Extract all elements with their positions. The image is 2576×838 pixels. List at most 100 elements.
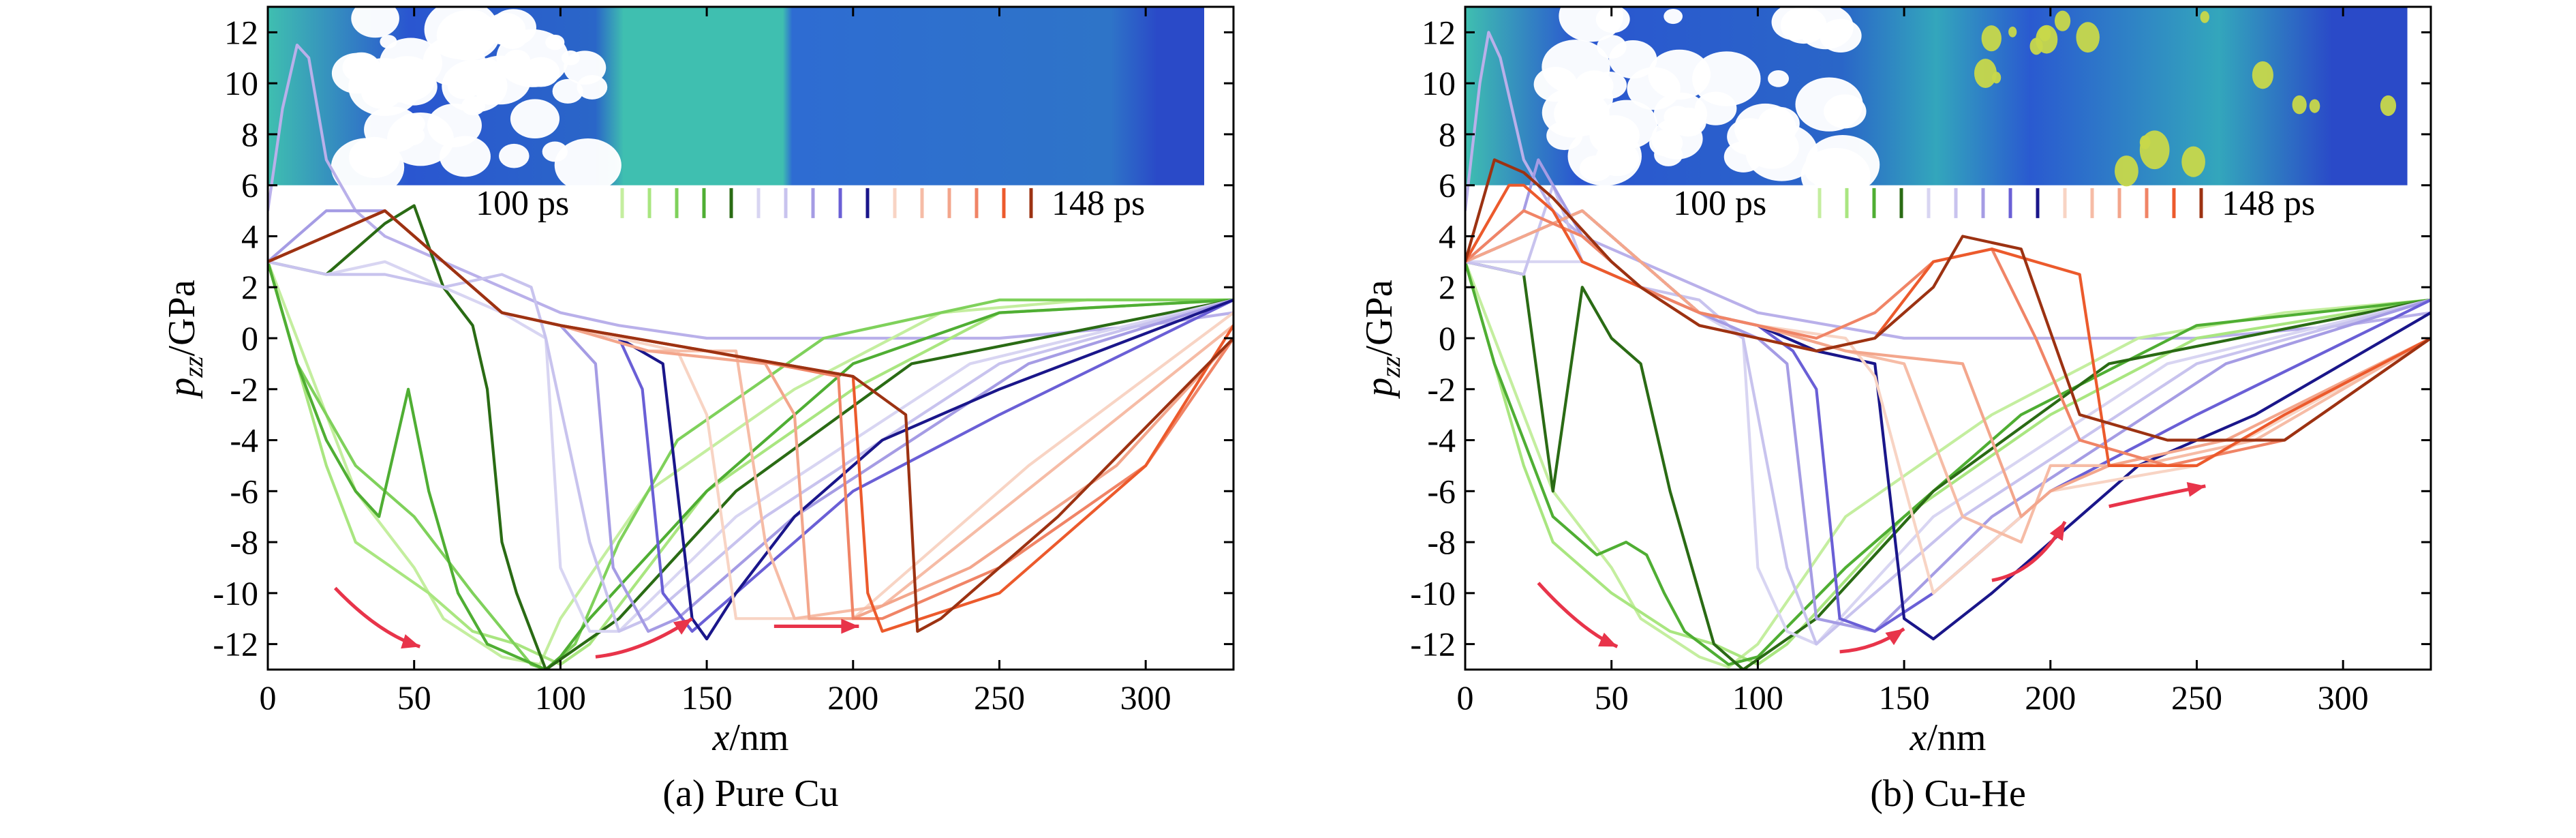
series-line-4: [1465, 260, 2431, 670]
helium-bubble: [2200, 11, 2209, 23]
x-tick-label: 0: [260, 678, 277, 717]
void-blob: [1768, 70, 1790, 87]
legend-end-label: 148 ps: [1052, 184, 1145, 223]
trend-arrow-head-0: [1598, 632, 1618, 647]
x-axis-label-unit: /nm: [1927, 717, 1986, 759]
x-axis-label: x/nm: [712, 717, 789, 759]
void-blob: [351, 7, 399, 38]
y-tick-label: 6: [1439, 166, 1456, 205]
legend-start-label: 100 ps: [476, 184, 569, 223]
trend-arrow-head-1: [673, 618, 692, 635]
x-tick-label: 100: [1732, 678, 1783, 717]
helium-bubble: [2380, 95, 2397, 117]
y-tick-label: -4: [1427, 421, 1456, 460]
series-line-16: [268, 209, 1233, 633]
void-blob: [1560, 97, 1586, 118]
series-line-10: [1465, 209, 2431, 595]
inset-free-surface: [2407, 7, 2431, 185]
y-axis-label: pzz/GPa: [161, 280, 209, 399]
void-blob: [545, 34, 565, 50]
helium-bubble: [2139, 130, 2170, 170]
trend-arrow-head-0: [401, 634, 420, 649]
x-tick-label: 50: [397, 678, 431, 717]
series-line-1: [1465, 261, 2431, 669]
y-tick-label: 8: [241, 115, 258, 153]
y-tick-label: 0: [1439, 319, 1456, 357]
x-tick-label: 50: [1595, 678, 1629, 717]
void-blob: [1663, 106, 1691, 128]
y-tick-label: -2: [1427, 370, 1456, 408]
y-tick-label: -12: [1410, 625, 1456, 663]
void-blob: [554, 138, 622, 192]
x-axis-label-variable: x: [712, 717, 730, 759]
inset-snapshot: [268, 7, 1233, 197]
void-blob: [1579, 155, 1612, 181]
y-axis-label-unit: /GPa: [161, 280, 203, 356]
void-blob: [364, 106, 422, 153]
x-tick-label: 300: [2318, 678, 2369, 717]
helium-bubble: [2029, 38, 2043, 55]
y-tick-label: 4: [1439, 217, 1456, 255]
y-axis-label-unit: /GPa: [1358, 280, 1400, 356]
y-axis-label-variable: p: [161, 378, 203, 400]
helium-bubble: [2181, 146, 2205, 177]
void-blob: [380, 35, 397, 49]
trend-arrow-head-1: [1885, 629, 1905, 646]
y-tick-label: -6: [230, 472, 258, 510]
helium-bubble: [1992, 72, 2002, 84]
series-line-4: [268, 261, 1233, 670]
helium-bubble: [2292, 95, 2307, 115]
void-blob: [510, 99, 560, 139]
helium-bubble: [1981, 25, 2002, 52]
y-tick-label: 2: [241, 268, 258, 306]
helium-bubble: [2076, 22, 2100, 53]
x-axis-label: x/nm: [1910, 717, 1987, 759]
panel-a: 0 50 100 150 200 250 300 -12 -10 -8 -6 -4 -2 0 2 4 6 8 10 1…: [161, 5, 1235, 815]
y-tick-label: 2: [1439, 268, 1456, 306]
y-tick-label: -8: [1427, 523, 1456, 561]
panel-caption: (b) Cu-He: [1870, 773, 2026, 815]
void-blob: [552, 78, 583, 104]
y-tick-label: 8: [1439, 115, 1456, 153]
series-line-2: [1465, 261, 2431, 666]
void-blob: [359, 153, 390, 178]
legend-start-label: 100 ps: [1673, 184, 1766, 223]
inset-free-surface: [1204, 7, 1233, 185]
x-tick-label: 0: [1457, 678, 1474, 717]
y-axis-label: pzz/GPa: [1358, 280, 1406, 399]
series-line-3: [268, 261, 1233, 670]
panel-caption: (a) Pure Cu: [662, 773, 838, 815]
series-line-3: [1465, 261, 2431, 666]
void-blob: [561, 50, 580, 65]
series-line-5: [1465, 260, 2431, 646]
y-tick-label: 4: [241, 217, 258, 255]
y-tick-label: -12: [213, 625, 258, 663]
helium-bubble: [2054, 10, 2071, 31]
x-tick-label: 200: [827, 678, 878, 717]
y-tick-label: -10: [213, 574, 258, 612]
void-blob: [1559, 7, 1623, 42]
void-blob: [1542, 40, 1610, 95]
void-blob: [499, 143, 530, 168]
x-tick-label: 250: [2171, 678, 2222, 717]
void-blob: [379, 38, 443, 89]
helium-bubble: [2038, 25, 2051, 42]
panel-b: 0 50 100 150 200 250 300 -12 -10 -8 -6 -4 -2 0 2 4 6 8 10 1…: [1358, 5, 2432, 815]
inset-snapshot: [1465, 7, 2431, 204]
void-blob: [1824, 94, 1867, 129]
trend-arrow-head-2: [2049, 522, 2066, 541]
void-blob: [1692, 51, 1761, 106]
x-axis-label-unit: /nm: [729, 717, 788, 759]
x-tick-label: 150: [1879, 678, 1930, 717]
x-tick-label: 150: [681, 678, 733, 717]
y-tick-label: 10: [1422, 64, 1456, 102]
void-blob: [447, 73, 480, 100]
x-tick-label: 300: [1120, 678, 1171, 717]
void-blob: [439, 136, 491, 177]
void-blob: [1800, 147, 1871, 204]
trend-arrow-head-2: [841, 618, 859, 634]
helium-bubble: [2115, 155, 2138, 187]
x-tick-label: 250: [974, 678, 1025, 717]
x-axis-label-variable: x: [1910, 717, 1927, 759]
